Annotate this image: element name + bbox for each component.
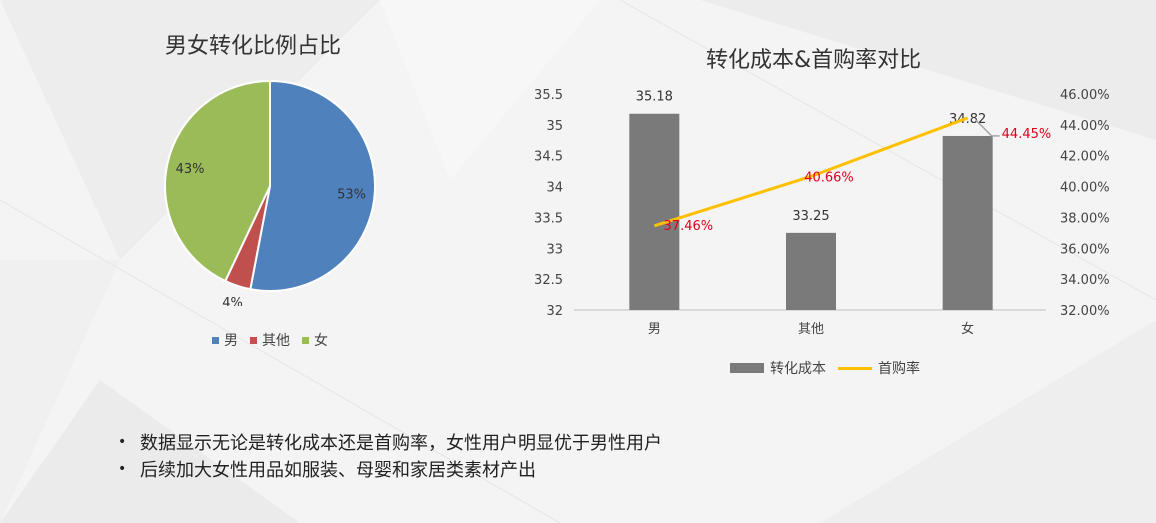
legend-label: 其他 [262,333,290,349]
legend-item-other: 其他 [250,330,290,350]
line-data-label: 44.45% [1002,127,1052,142]
pie-legend: 男 其他 女 [212,330,340,350]
legend-swatch [250,336,257,344]
notes-list: • 数据显示无论是转化成本还是首购率，女性用户明显优于男性用户 • 后续加大女性用品… [118,428,662,482]
legend-label: 首购率 [878,361,920,377]
x-tick-label: 男 [648,322,661,337]
legend-swatch [212,336,219,344]
pie-slice [249,79,376,292]
note-item: • 后续加大女性用品如服装、母婴和家居类素材产出 [118,455,662,482]
y2-tick-label: 40.00% [1060,181,1110,196]
y-tick-label: 35.5 [534,88,563,103]
label-leader-line [975,119,993,137]
y2-tick-label: 46.00% [1060,88,1110,103]
y-tick-label: 34 [546,181,563,196]
pie-data-label: 53% [337,188,366,203]
pie-data-label: 4% [222,296,243,306]
legend-label: 转化成本 [770,361,826,377]
note-text: 数据显示无论是转化成本还是首购率，女性用户明显优于男性用户 [140,432,662,454]
y-tick-label: 33.5 [534,211,563,226]
legend-label: 男 [224,333,238,349]
bullet-icon: • [118,433,127,450]
combo-chart-title: 转化成本&首购率对比 [706,48,922,73]
y2-tick-label: 36.00% [1060,242,1110,257]
y2-tick-label: 32.00% [1060,304,1110,319]
y2-tick-label: 34.00% [1060,273,1110,288]
legend-bar-swatch [730,363,764,373]
line-first-purchase-rate [653,116,969,228]
pie-chart: 53% 4% 43% [164,79,376,306]
bar-cost [786,232,836,310]
y-tick-label: 32 [546,304,563,319]
pie-slice [164,79,271,283]
y-tick-label: 33 [546,242,563,257]
bar-data-label: 35.18 [636,90,673,105]
pie-data-label: 43% [176,162,205,177]
line-data-label: 37.46% [664,219,714,234]
x-tick-label: 女 [961,321,974,337]
legend-label: 女 [314,333,328,349]
x-tick-label: 其他 [798,322,824,337]
y2-tick-label: 44.00% [1060,119,1110,134]
bullet-icon: • [118,460,127,477]
pie-chart-title: 男女转化比例占比 [165,34,342,59]
line-data-label: 40.66% [804,170,854,185]
y2-tick-label: 42.00% [1060,150,1110,165]
legend-swatch [302,336,309,344]
note-text: 后续加大女性用品如服装、母婴和家居类素材产出 [140,459,536,481]
legend-item-rate: 首购率 [838,358,920,378]
legend-item-cost: 转化成本 [730,358,826,378]
legend-line-swatch [838,366,872,370]
legend-item-female: 女 [302,330,328,350]
y-tick-label: 35 [546,119,563,134]
bar-cost [629,113,680,311]
combo-legend: 转化成本 首购率 [730,358,932,378]
legend-item-male: 男 [212,330,238,350]
combo-chart: 32 32.5 33 33.5 34 34.5 35 35.5 32.00% 34.00% 36.0… [534,88,1110,337]
bar-cost [942,135,993,310]
note-item: • 数据显示无论是转化成本还是首购率，女性用户明显优于男性用户 [118,428,662,455]
bar-data-label: 33.25 [792,209,829,224]
y-tick-label: 34.5 [534,150,563,165]
y2-tick-label: 38.00% [1060,211,1110,226]
y-tick-label: 32.5 [534,273,563,288]
